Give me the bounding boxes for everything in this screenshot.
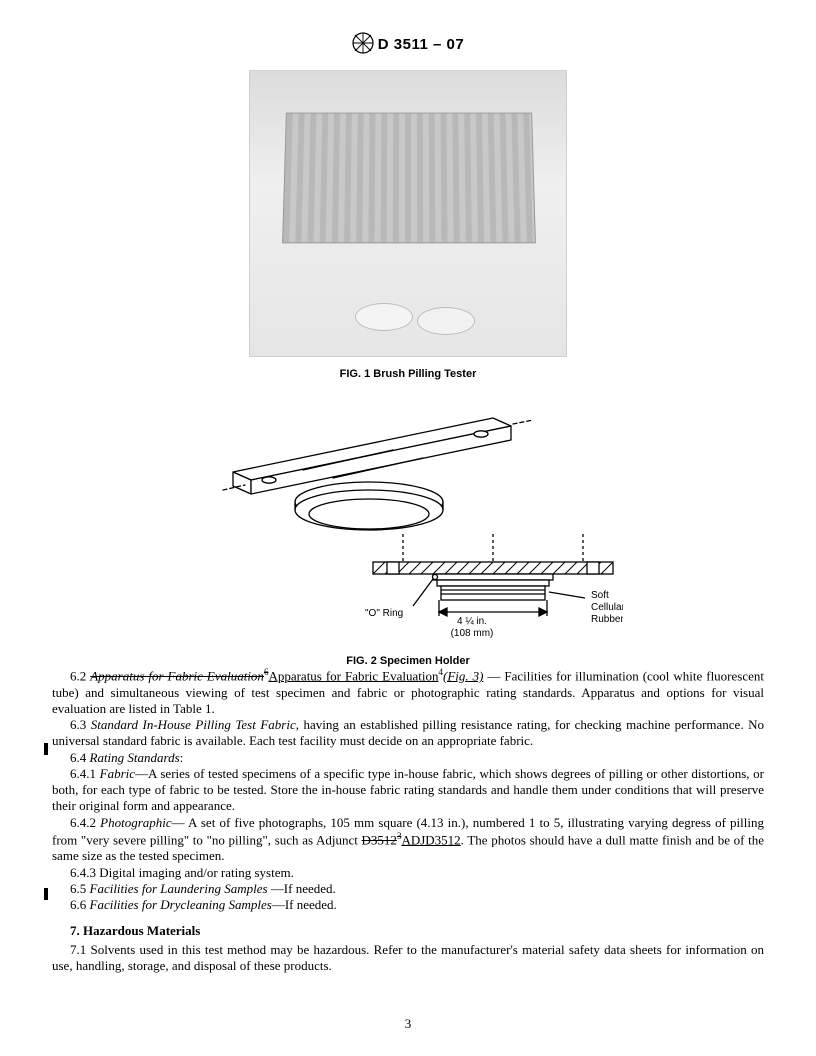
body-text: 6.2 Apparatus for Fabric Evaluation6Appa… bbox=[52, 667, 764, 974]
page-number: 3 bbox=[0, 1016, 816, 1032]
para-6-3: 6.3 Standard In-House Pilling Test Fabri… bbox=[52, 717, 764, 750]
para-7-1: 7.1 Solvents used in this test method ma… bbox=[52, 942, 764, 975]
para-6-6: 6.6 Facilities for Drycleaning Samples—I… bbox=[52, 897, 764, 913]
oring-label: "O" Ring bbox=[365, 608, 403, 619]
doc-header: D 3511 – 07 bbox=[52, 32, 764, 58]
para-6-4: 6.4 Rating Standards: bbox=[52, 750, 764, 766]
para-6-4-3: 6.4.3 Digital imaging and/or rating syst… bbox=[52, 865, 764, 881]
para-6-2: 6.2 Apparatus for Fabric Evaluation6Appa… bbox=[52, 667, 764, 717]
fig2-caption: FIG. 2 Specimen Holder bbox=[52, 655, 764, 667]
designation: D 3511 – 07 bbox=[378, 36, 464, 53]
rubber-l2: Cellular bbox=[591, 602, 623, 613]
dim-mm: (108 mm) bbox=[451, 628, 494, 639]
change-bar-icon bbox=[44, 888, 48, 900]
fig1-caption: FIG. 1 Brush Pilling Tester bbox=[52, 368, 764, 380]
rubber-l3: Rubber bbox=[591, 614, 623, 625]
para-6-4-1: 6.4.1 Fabric—A series of tested specimen… bbox=[52, 766, 764, 815]
dim-in: 4 ¼ in. bbox=[457, 615, 487, 627]
change-bar-icon bbox=[44, 743, 48, 755]
para-6-5: 6.5 Facilities for Laundering Samples —I… bbox=[52, 881, 764, 897]
astm-logo-icon bbox=[352, 32, 374, 58]
fig2-svg: "O" Ring 4 ¼ in. (108 mm) Soft Cellular … bbox=[193, 384, 623, 644]
figure-1: FIG. 1 Brush Pilling Tester bbox=[52, 70, 764, 380]
rubber-l1: Soft bbox=[591, 590, 609, 601]
figure-2: "O" Ring 4 ¼ in. (108 mm) Soft Cellular … bbox=[52, 384, 764, 667]
para-6-4-2: 6.4.2 Photographic— A set of five photog… bbox=[52, 815, 764, 865]
fig1-photo-placeholder bbox=[249, 70, 567, 357]
sec-7-head: 7. Hazardous Materials bbox=[52, 923, 764, 939]
